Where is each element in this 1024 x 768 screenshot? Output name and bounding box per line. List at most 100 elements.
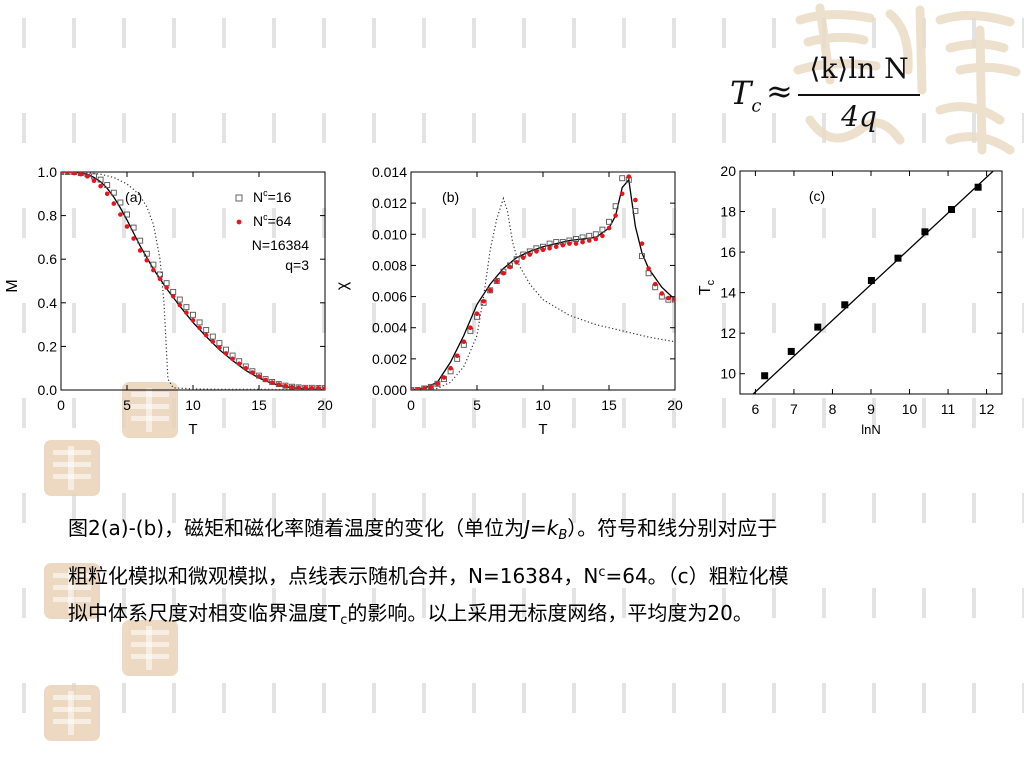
data-point-square [137,237,144,244]
y-tick-label: 18 [720,204,736,220]
x-axis-label: T [538,421,547,438]
legend-marker-dot [236,219,242,225]
data-point-dot [151,267,156,273]
data-point-dot [428,384,434,390]
data-point-dot [613,213,618,218]
data-point-square [110,189,117,196]
data-point-dot [322,385,325,390]
data-point-square [606,218,612,225]
panel-label: (c) [809,188,825,204]
data-point-dot [666,295,671,301]
data-point-square [196,319,203,326]
figure-caption: 图2(a)-(b)，磁矩和磁化率随着温度的变化（单位为J=kB）。符号和线分别对… [68,510,988,639]
series-line-dotted [61,172,325,390]
caption-line-2: 粗粒化模拟和微观模拟，点线表示随机合并，N=16384，Nc=64。（c）粗粒化… [68,564,789,588]
y-tick-label: 12 [720,325,736,341]
data-point-dot [243,365,249,371]
data-point-square [302,384,309,390]
series-line-dotted [411,196,675,390]
data-point-dot [527,252,533,257]
plot-area [61,172,325,390]
panel-label: (a) [125,189,142,205]
y-tick-label: 0.002 [372,351,407,367]
data-point-dot [633,197,638,203]
data-point-square [64,172,71,175]
data-point-dot [547,246,552,251]
y-tick-label: 20 [720,163,736,179]
data-point-dot [540,247,546,253]
data-point-square [308,384,315,390]
data-point-square [421,385,428,390]
y-tick-label: 0.8 [38,208,58,224]
data-point-square [203,327,210,333]
y-tick-label: 0.0 [38,382,58,398]
data-point-dot [131,236,136,241]
x-tick-label: 20 [317,397,333,413]
data-point-dot [421,386,427,390]
data-point-dot [111,201,117,206]
data-point-dot [78,172,84,177]
legend-marker-square [235,194,243,202]
formula-approx-sign: ≈ [766,72,793,110]
y-axis-label: M [4,279,21,292]
decorative-seal-4 [122,620,178,676]
data-point-dot [190,317,196,323]
y-tick-label: 0.4 [38,295,58,311]
formula-lhs: Tc [730,74,762,117]
data-point-dot [626,174,632,179]
data-point-dot [137,248,143,253]
data-point-dot [448,365,453,371]
y-tick-label: 0.010 [372,226,407,242]
formula-fraction-bar [798,94,920,96]
x-axis-label: lnN [861,422,881,437]
critical-temperature-formula: Tc ≈ ⟨k⟩ln N 4q [720,50,920,140]
calligraphy-watermark [793,3,1021,155]
x-axis-label: T [188,421,197,438]
data-point-dot [639,241,645,246]
data-point-dot [289,384,295,390]
data-point-dot [560,242,566,248]
y-tick-label: 10 [720,366,736,382]
caption-line-1: 图2(a)-(b)，磁矩和磁化率随着温度的变化（单位为J=kB）。符号和线分别对… [68,516,778,543]
data-point-dot [593,236,599,242]
data-point-square [124,211,130,218]
data-point-dot [646,266,651,271]
data-point-filled-square [921,228,929,236]
data-point-dot [652,281,658,287]
data-point-dot [487,288,493,293]
y-axis-label: χ [334,281,351,290]
data-point-filled-square [841,301,849,309]
data-point-dot [586,238,592,243]
data-point-square [414,387,421,390]
data-point-dot [203,332,209,338]
data-point-dot [567,241,572,246]
data-point-dot [619,191,625,197]
x-tick-label: 10 [902,401,918,417]
data-point-dot [468,325,473,331]
y-tick-label: 0.000 [372,382,407,398]
y-tick-label: 16 [720,244,736,260]
decorative-seal-5 [44,685,100,741]
data-point-square [143,250,150,257]
legend-label: Nc=64 [253,212,292,229]
data-point-dot [269,380,275,385]
data-point-square [97,176,104,183]
y-tick-label: 1.0 [38,164,58,180]
data-point-dot [184,310,189,315]
x-tick-label: 15 [601,397,617,413]
x-tick-label: 6 [752,401,760,417]
data-point-dot [454,353,460,359]
data-point-square [612,203,619,210]
data-point-dot [210,339,216,344]
data-point-square [619,175,626,182]
data-point-dot [600,233,605,239]
data-point-dot [520,255,526,260]
data-point-dot [170,293,176,299]
data-point-square [117,199,124,206]
data-point-dot [507,264,513,270]
x-tick-label: 5 [123,397,131,413]
data-point-dot [104,191,110,197]
data-point-dot [672,297,675,302]
